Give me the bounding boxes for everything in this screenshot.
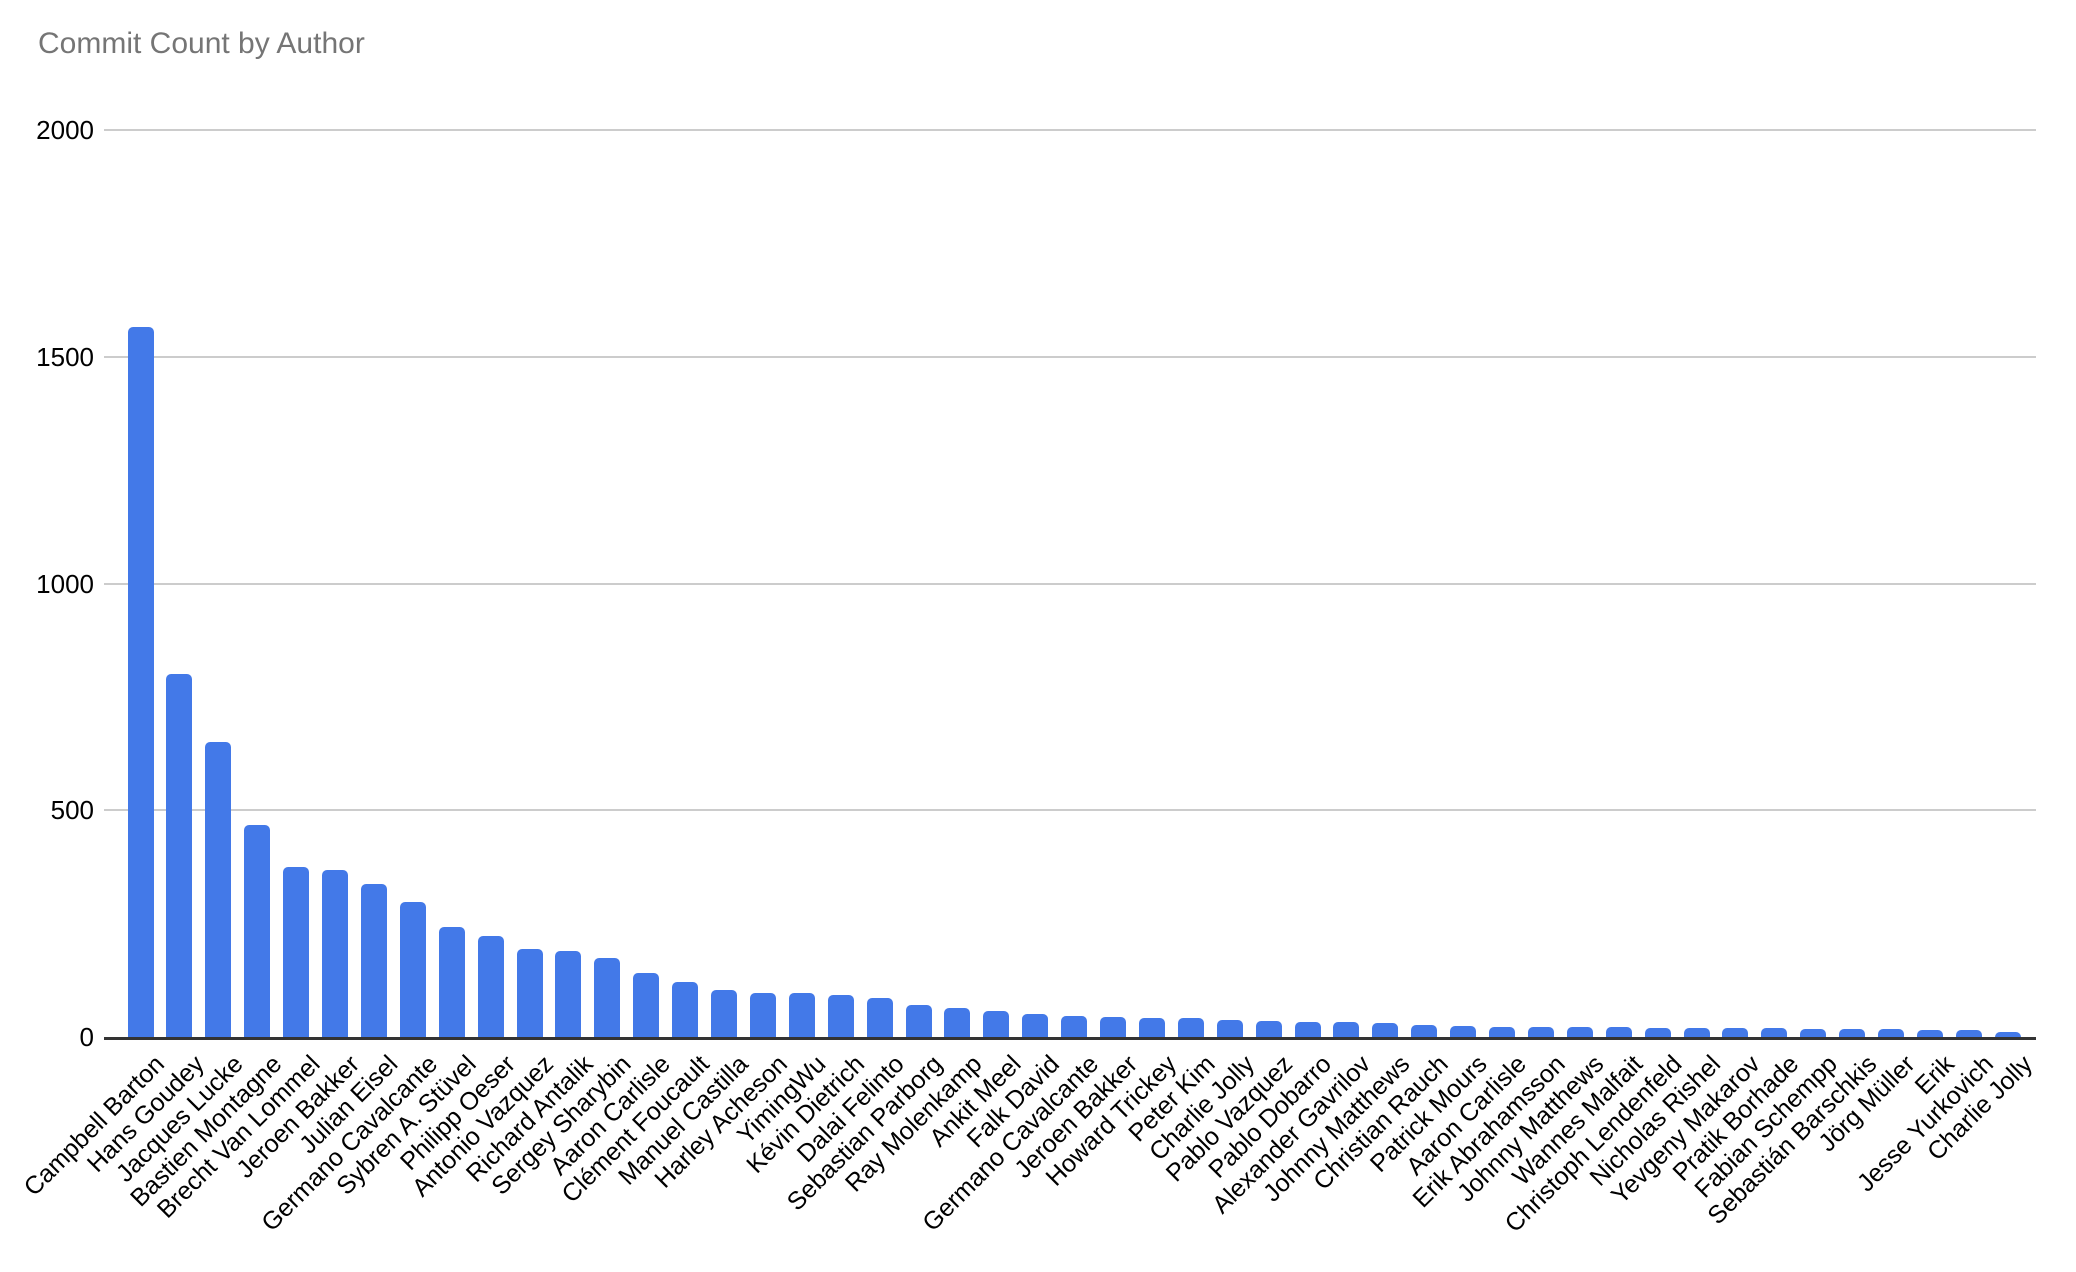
- bar[interactable]: [516, 949, 543, 1037]
- bar[interactable]: [1605, 1027, 1632, 1037]
- bar[interactable]: [1527, 1027, 1554, 1037]
- bar[interactable]: [1411, 1025, 1438, 1037]
- bar[interactable]: [1916, 1030, 1943, 1037]
- bar[interactable]: [1489, 1027, 1515, 1037]
- y-axis-tick-label: 1000: [36, 568, 94, 599]
- gridline: [104, 355, 2036, 358]
- bar[interactable]: [399, 902, 426, 1037]
- bar[interactable]: [438, 927, 465, 1037]
- bar[interactable]: [711, 990, 737, 1037]
- bar[interactable]: [944, 1008, 971, 1037]
- bar[interactable]: [672, 982, 699, 1037]
- bar[interactable]: [749, 993, 776, 1037]
- bar[interactable]: [983, 1011, 1010, 1037]
- bar[interactable]: [788, 993, 815, 1037]
- bar[interactable]: [1294, 1022, 1321, 1037]
- bar[interactable]: [1450, 1026, 1477, 1037]
- y-axis-tick-label: 0: [79, 1022, 94, 1052]
- x-axis-line: [104, 1037, 2036, 1040]
- bar[interactable]: [1255, 1021, 1282, 1037]
- chart-title: Commit Count by Author: [38, 27, 365, 60]
- bar[interactable]: [205, 742, 232, 1037]
- bar[interactable]: [1878, 1029, 1904, 1037]
- bar[interactable]: [1022, 1014, 1049, 1037]
- bar[interactable]: [1761, 1028, 1788, 1037]
- bar[interactable]: [1800, 1029, 1827, 1037]
- bar[interactable]: [1372, 1023, 1399, 1037]
- bar[interactable]: [1138, 1018, 1165, 1037]
- bar[interactable]: [905, 1005, 932, 1037]
- bar[interactable]: [1061, 1016, 1088, 1037]
- bar[interactable]: [1839, 1029, 1866, 1037]
- bar[interactable]: [1177, 1018, 1204, 1037]
- bar[interactable]: [1333, 1022, 1360, 1037]
- gridline: [104, 809, 2036, 812]
- bar[interactable]: [594, 958, 621, 1037]
- gridline: [104, 129, 2036, 131]
- bar[interactable]: [244, 825, 271, 1037]
- bar[interactable]: [1100, 1017, 1126, 1037]
- bar[interactable]: [1994, 1032, 2021, 1037]
- y-axis-tick-label: 500: [50, 795, 94, 826]
- bar[interactable]: [827, 995, 854, 1037]
- bar[interactable]: [1566, 1027, 1593, 1037]
- y-axis-tick-label: 2000: [36, 115, 94, 145]
- bar[interactable]: [166, 674, 193, 1037]
- bar[interactable]: [1955, 1030, 1982, 1037]
- y-axis-tick-label: 1500: [36, 341, 94, 372]
- bar[interactable]: [1722, 1028, 1749, 1037]
- bar[interactable]: [1644, 1028, 1671, 1037]
- bar[interactable]: [633, 973, 660, 1037]
- bar[interactable]: [1216, 1020, 1243, 1037]
- bar[interactable]: [360, 884, 387, 1037]
- bar[interactable]: [555, 951, 582, 1037]
- bar[interactable]: [322, 870, 348, 1037]
- bar[interactable]: [477, 936, 504, 1037]
- bar[interactable]: [283, 867, 310, 1037]
- bar[interactable]: [1683, 1028, 1710, 1037]
- bar[interactable]: [127, 327, 154, 1037]
- bar[interactable]: [866, 998, 893, 1037]
- gridline: [104, 582, 2036, 585]
